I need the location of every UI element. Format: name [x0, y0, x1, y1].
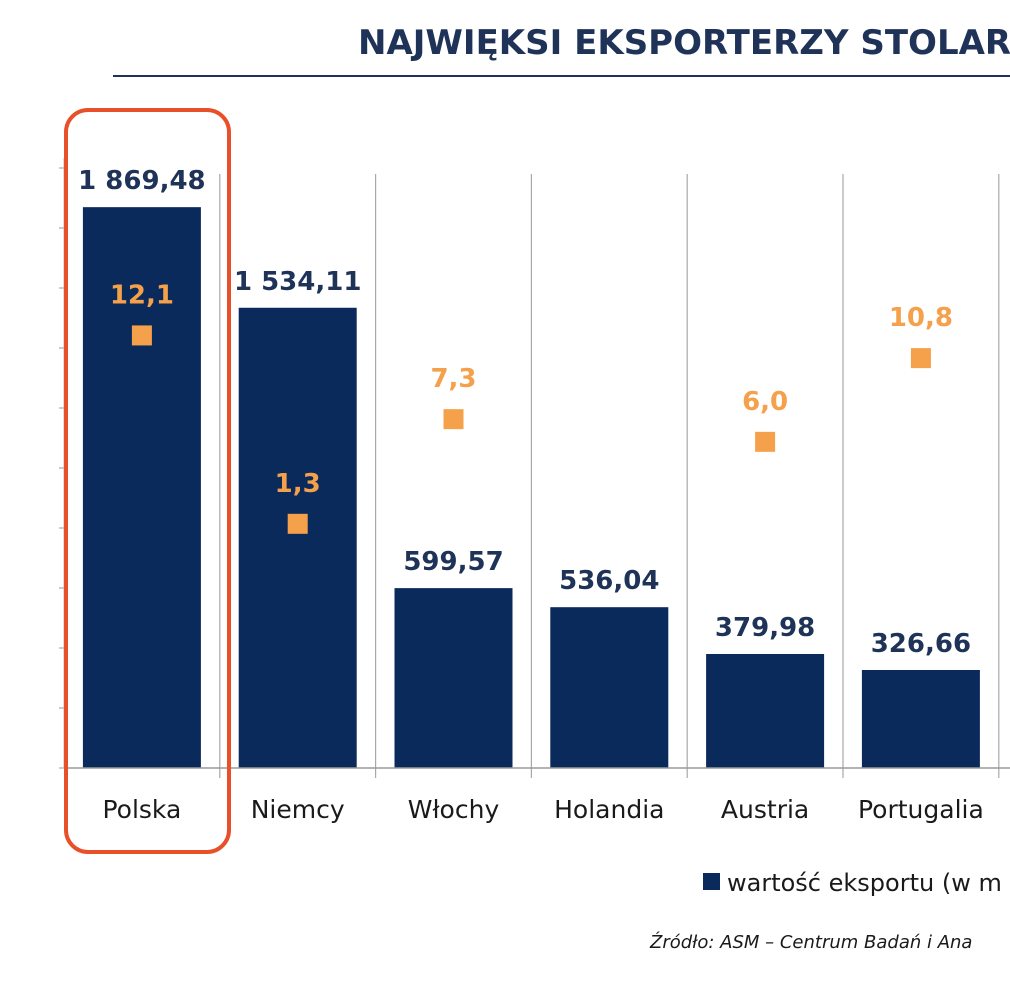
- bar: [394, 588, 513, 768]
- bar-value-label: 1 534,11: [234, 267, 361, 297]
- category-label: Polska: [102, 795, 181, 824]
- category-label: Holandia: [554, 795, 664, 824]
- chart-title: NAJWIĘKSI EKSPORTERZY STOLARK: [358, 23, 1010, 63]
- bar-value-label: 326,66: [871, 629, 971, 659]
- marker-value-label: 6,0: [742, 387, 788, 417]
- category-label: Austria: [721, 795, 809, 824]
- marker-value-label: 7,3: [430, 364, 476, 394]
- bar: [238, 307, 357, 768]
- category-label: Portugalia: [858, 795, 984, 824]
- bar: [550, 607, 669, 768]
- markers: [131, 325, 931, 534]
- highlight-box: [64, 108, 231, 854]
- marker-value-label: 12,1: [110, 280, 174, 310]
- bar: [82, 207, 201, 768]
- marker: [131, 325, 152, 346]
- source-note: Źródło: ASM – Centrum Badań i Ana: [649, 931, 972, 953]
- bars: [82, 207, 980, 768]
- marker: [910, 348, 931, 369]
- marker: [755, 431, 776, 452]
- category-label: Niemcy: [251, 795, 345, 824]
- bar: [861, 670, 980, 768]
- data-labels: 1 869,48 12,1 1 534,11 1,3 599,57 7,3 536,04 37…: [64, 108, 971, 854]
- bar: [706, 654, 825, 768]
- marker-value-label: 1,3: [275, 469, 321, 499]
- legend-swatch: [703, 873, 720, 890]
- category-label: Włochy: [408, 795, 500, 824]
- bar-value-label: 1 869,48: [78, 166, 205, 196]
- marker: [287, 513, 308, 534]
- bar-value-label: 599,57: [403, 547, 503, 577]
- bar-value-label: 536,04: [559, 566, 659, 596]
- marker: [443, 409, 464, 430]
- marker-value-label: 10,8: [889, 303, 953, 333]
- bar-value-label: 379,98: [715, 613, 815, 643]
- legend: wartość eksportu (w m: [703, 869, 1002, 897]
- category-labels: Polska Niemcy Włochy Holandia Austria Portuga…: [102, 795, 983, 824]
- gridlines: [219, 174, 1000, 778]
- legend-label: wartość eksportu (w m: [727, 869, 1002, 897]
